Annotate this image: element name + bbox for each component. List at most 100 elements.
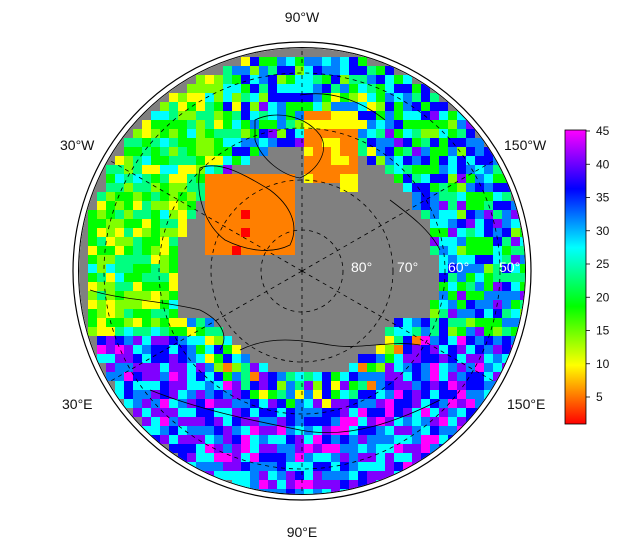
field-cell [421,336,430,345]
field-cell [196,120,205,129]
field-cell [205,183,214,192]
field-cell [142,426,151,435]
field-cell [178,354,187,363]
field-cell [187,345,196,354]
field-cell [448,399,457,408]
field-cell [142,120,151,129]
field-cell [394,399,403,408]
field-cell [214,435,223,444]
field-cell [115,174,124,183]
field-cell [457,417,466,426]
field-cell [475,300,484,309]
field-cell [295,372,304,381]
field-cell [340,156,349,165]
field-cell [205,453,214,462]
field-cell [304,93,313,102]
field-cell [439,183,448,192]
field-cell [115,291,124,300]
field-cell [430,147,439,156]
field-cell [448,309,457,318]
field-cell [250,480,259,489]
field-cell [106,255,115,264]
field-cell [241,57,250,66]
field-cell [511,210,520,219]
field-cell [484,255,493,264]
field-cell [421,444,430,453]
field-cell [259,192,268,201]
field-cell [196,336,205,345]
field-cell [340,444,349,453]
field-cell [313,435,322,444]
field-cell [403,75,412,84]
field-cell [439,399,448,408]
field-cell [250,201,259,210]
lat-label-50: 50° [499,259,520,275]
field-cell [448,291,457,300]
field-cell [160,246,169,255]
field-cell [457,309,466,318]
field-cell [106,309,115,318]
field-cell [520,264,525,273]
field-cell [385,399,394,408]
field-cell [169,201,178,210]
field-cell [250,372,259,381]
field-cell [295,462,304,471]
field-cell [142,219,151,228]
field-cell [412,192,421,201]
field-cell [259,66,268,75]
field-cell [214,210,223,219]
field-cell [412,120,421,129]
field-cell [340,480,349,489]
colorbar-tick-label: 15 [596,324,610,338]
field-cell [268,462,277,471]
field-cell [133,282,142,291]
field-cell [412,336,421,345]
field-cell [403,102,412,111]
field-cell [97,282,106,291]
field-cell [502,291,511,300]
field-cell [115,327,124,336]
field-cell [250,138,259,147]
field-cell [502,273,511,282]
field-cell [403,444,412,453]
field-cell [412,183,421,192]
field-cell [286,408,295,417]
field-cell [115,192,124,201]
field-cell [241,453,250,462]
field-cell [367,138,376,147]
field-cell [349,120,358,129]
field-cell [205,120,214,129]
field-cell [367,372,376,381]
field-cell [304,57,313,66]
field-cell [268,201,277,210]
field-cell [160,165,169,174]
field-cell [223,120,232,129]
field-cell [457,399,466,408]
field-cell [286,471,295,480]
field-cell [511,273,520,282]
field-cell [322,444,331,453]
field-cell [403,138,412,147]
field-cell [133,309,142,318]
field-cell [133,291,142,300]
field-cell [133,372,142,381]
field-cell [313,120,322,129]
field-cell [349,399,358,408]
field-cell [394,93,403,102]
field-cell [322,408,331,417]
field-cell [250,453,259,462]
field-cell [358,354,367,363]
field-cell [106,372,115,381]
field-cell [493,237,502,246]
field-cell [430,444,439,453]
field-cell [493,318,502,327]
field-cell [403,390,412,399]
field-cell [133,246,142,255]
field-cell [394,84,403,93]
field-cell [133,228,142,237]
field-cell [340,102,349,111]
field-cell [367,435,376,444]
field-cell [241,462,250,471]
field-cell [394,174,403,183]
field-cell [340,390,349,399]
